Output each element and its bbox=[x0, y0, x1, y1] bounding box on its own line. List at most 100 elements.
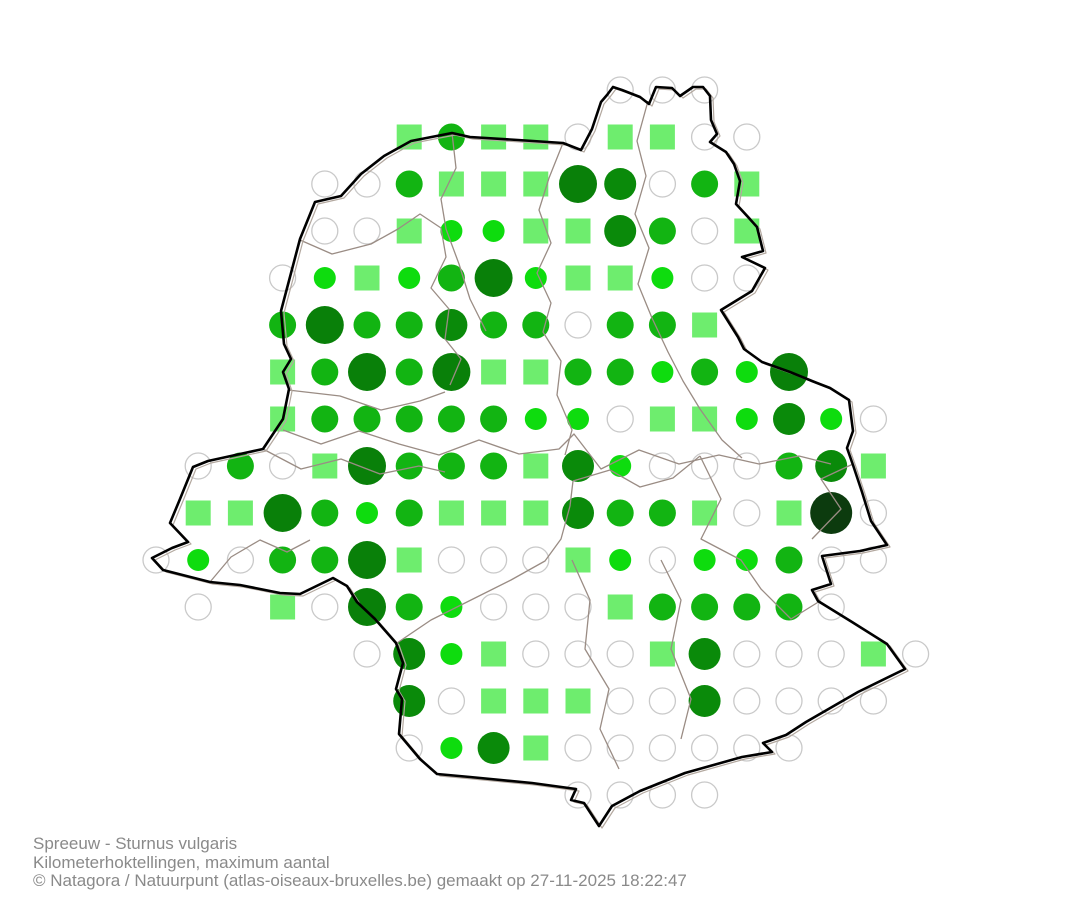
map-symbol-sq bbox=[523, 688, 549, 714]
map-symbol-b bbox=[440, 596, 463, 618]
map-symbol-b bbox=[693, 549, 716, 571]
map-symbol-e bbox=[353, 640, 381, 668]
map-symbol-m bbox=[395, 405, 423, 433]
map-symbol-m bbox=[648, 311, 676, 339]
map-symbol-e bbox=[817, 640, 845, 668]
map-symbol-sq bbox=[607, 124, 633, 150]
map-symbol-xl bbox=[559, 165, 597, 203]
map-symbol-b bbox=[356, 502, 378, 524]
map-symbol-m bbox=[691, 593, 719, 621]
map-symbol-e bbox=[437, 546, 466, 574]
municipal-boundary-line bbox=[209, 539, 311, 583]
map-symbol-sq bbox=[227, 500, 253, 526]
map-symbol-m bbox=[648, 217, 676, 245]
survey-subtitle: Kilometerhoktellingen, maximum aantal bbox=[33, 852, 330, 872]
map-symbol-d bbox=[604, 168, 637, 200]
map-symbol-m bbox=[606, 499, 634, 527]
map-symbol-sq bbox=[692, 500, 718, 526]
map-symbol-b bbox=[524, 408, 547, 430]
map-symbol-sq bbox=[481, 171, 507, 197]
map-symbol-e bbox=[353, 170, 381, 198]
map-symbol-e bbox=[733, 640, 761, 668]
map-symbol-sq bbox=[523, 500, 549, 526]
municipal-boundary-line bbox=[634, 100, 743, 459]
map-symbol-e bbox=[522, 593, 550, 621]
map-symbol-e bbox=[733, 123, 761, 151]
map-symbol-m bbox=[775, 593, 803, 621]
map-symbol-d bbox=[773, 403, 805, 435]
map-symbol-sq bbox=[860, 453, 886, 479]
map-symbol-sq bbox=[565, 688, 591, 714]
map-symbol-d bbox=[393, 685, 426, 717]
map-symbol-sq bbox=[481, 359, 507, 385]
map-symbol-e bbox=[733, 452, 761, 480]
map-symbol-b bbox=[398, 267, 421, 289]
map-symbol-b bbox=[187, 549, 210, 571]
map-symbol-m bbox=[437, 264, 465, 292]
map-symbol-xl bbox=[348, 541, 386, 579]
map-symbol-b bbox=[440, 737, 463, 759]
map-symbol-m bbox=[437, 405, 465, 433]
map-lines bbox=[150, 85, 909, 829]
map-symbol-sq bbox=[565, 547, 591, 573]
map-symbol-m bbox=[269, 546, 297, 574]
map-symbol-sq bbox=[776, 500, 802, 526]
map-symbol-sq bbox=[649, 406, 675, 432]
map-symbol-sq bbox=[312, 453, 338, 479]
map-symbol-sq bbox=[354, 265, 380, 291]
map-symbol-b bbox=[651, 267, 674, 289]
map-symbol-b bbox=[440, 643, 463, 665]
map-symbol-b bbox=[482, 220, 505, 242]
map-symbol-e bbox=[606, 640, 634, 668]
map-symbol-xl bbox=[305, 306, 344, 344]
map-symbol-e bbox=[606, 405, 634, 433]
map-symbol-m bbox=[437, 123, 465, 151]
map-symbol-m bbox=[606, 358, 634, 386]
map-symbol-e bbox=[648, 546, 677, 574]
map-symbol-m bbox=[775, 546, 803, 574]
map-symbol-sq bbox=[565, 218, 591, 244]
map-symbol-m bbox=[311, 405, 339, 433]
municipal-boundary-line bbox=[660, 559, 692, 740]
map-symbol-m bbox=[606, 311, 634, 339]
map-symbol-e bbox=[690, 264, 719, 292]
map-symbol-m bbox=[691, 170, 719, 198]
copyright-line: © Natagora / Natuurpunt (atlas-oiseaux-b… bbox=[33, 871, 687, 890]
map-symbol-m bbox=[395, 170, 423, 198]
map-symbol-e bbox=[690, 781, 719, 809]
map-symbol-e bbox=[522, 640, 550, 668]
map-symbol-e bbox=[733, 264, 761, 292]
map-symbol-e bbox=[437, 687, 466, 715]
map-symbol-e bbox=[648, 734, 677, 762]
map-symbol-e bbox=[901, 640, 930, 668]
map-symbol-b bbox=[735, 408, 758, 430]
map-symbol-e bbox=[479, 593, 508, 621]
map-symbol-m bbox=[564, 358, 592, 386]
map-symbol-sq bbox=[396, 218, 422, 244]
map-symbol-m bbox=[353, 405, 381, 433]
municipal-boundary-line bbox=[699, 455, 821, 620]
map-symbol-e bbox=[184, 593, 212, 621]
map-symbol-sq bbox=[523, 453, 549, 479]
map-symbol-e bbox=[648, 687, 677, 715]
map-symbol-m bbox=[480, 311, 508, 339]
map-symbol-e bbox=[775, 640, 803, 668]
map-symbol-m bbox=[395, 452, 423, 480]
map-symbol-e bbox=[564, 781, 592, 809]
map-caption: Spreeuw - Sturnus vulgaris Kilometerhokt… bbox=[33, 834, 687, 891]
map-symbol-b bbox=[567, 408, 589, 430]
map-symbol-e bbox=[648, 170, 677, 198]
map-symbol-xl bbox=[348, 447, 386, 485]
map-symbol-d bbox=[815, 450, 848, 482]
map-symbol-xl bbox=[263, 494, 302, 532]
map-symbol-e bbox=[311, 593, 339, 621]
map-symbol-b bbox=[651, 361, 674, 383]
municipal-boundary-line bbox=[572, 455, 701, 488]
map-symbol-e bbox=[733, 499, 761, 527]
municipal-boundary-line bbox=[811, 463, 854, 540]
municipal-boundary-line bbox=[440, 132, 487, 332]
map-symbol-e bbox=[268, 452, 297, 480]
region-boundary bbox=[150, 85, 907, 828]
map-symbol-xl bbox=[474, 259, 513, 297]
map-symbol-d bbox=[435, 309, 468, 341]
